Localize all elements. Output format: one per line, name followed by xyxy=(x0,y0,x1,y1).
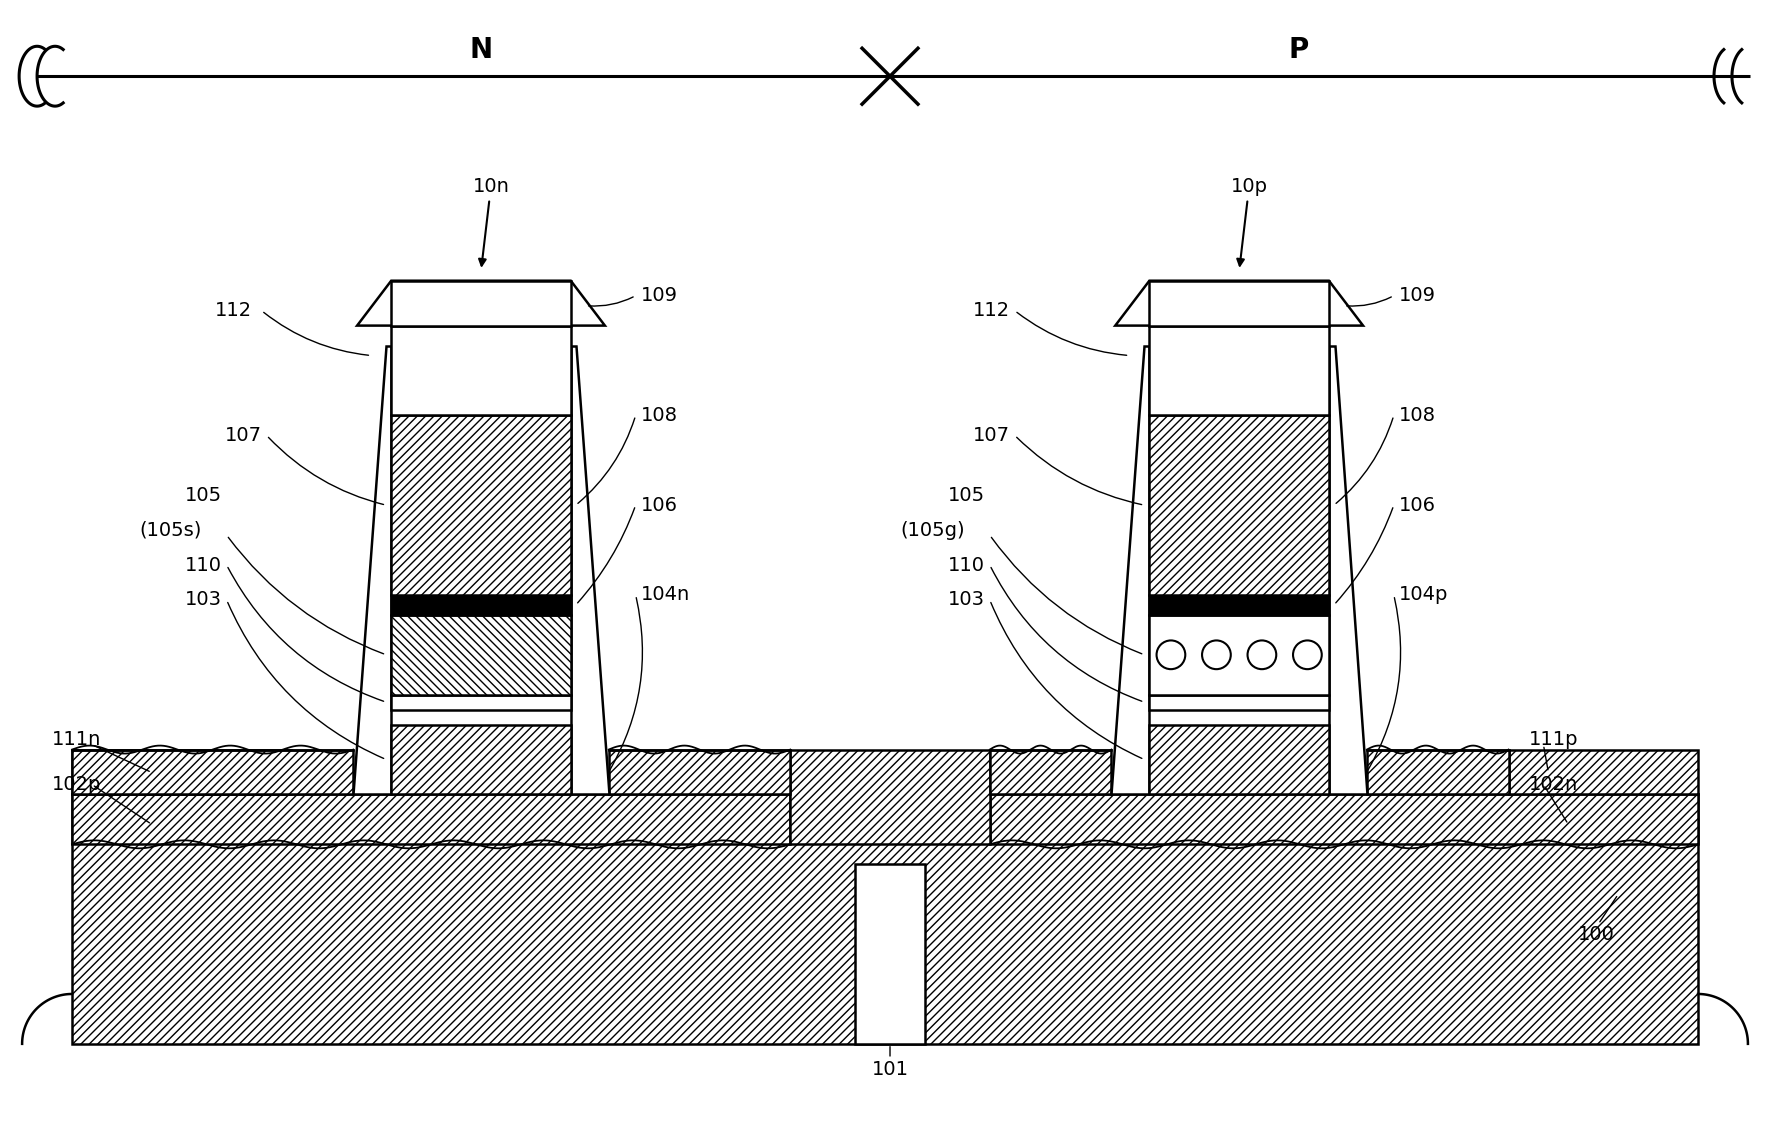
Text: 102n: 102n xyxy=(1528,775,1578,793)
Text: (105s): (105s) xyxy=(139,521,202,539)
Text: P: P xyxy=(1288,37,1310,64)
Bar xyxy=(391,325,570,416)
Bar xyxy=(1149,695,1330,710)
Bar xyxy=(71,795,790,844)
Bar xyxy=(1149,725,1330,795)
Bar xyxy=(391,281,570,325)
Polygon shape xyxy=(1115,281,1363,325)
Bar xyxy=(391,695,570,710)
Bar xyxy=(1508,750,1698,795)
Bar xyxy=(1149,595,1330,615)
Bar xyxy=(1149,615,1330,695)
Bar xyxy=(790,750,990,844)
Text: 108: 108 xyxy=(1399,405,1435,425)
Polygon shape xyxy=(1112,346,1149,795)
Text: 103: 103 xyxy=(947,591,985,609)
Bar xyxy=(990,750,1112,795)
Bar xyxy=(990,795,1698,844)
Text: 105: 105 xyxy=(184,485,222,505)
Bar xyxy=(1149,416,1330,595)
Text: (105g): (105g) xyxy=(901,521,965,539)
Bar xyxy=(609,750,790,795)
Text: 104p: 104p xyxy=(1399,585,1447,605)
Bar xyxy=(391,615,570,695)
Bar xyxy=(856,864,926,1044)
Bar xyxy=(1149,281,1330,325)
Bar xyxy=(71,750,291,795)
Bar xyxy=(1367,750,1508,795)
Bar xyxy=(71,795,1698,1044)
Text: 112: 112 xyxy=(972,301,1010,321)
Text: 106: 106 xyxy=(640,496,677,514)
Polygon shape xyxy=(570,346,609,795)
Bar xyxy=(391,595,570,615)
Text: 109: 109 xyxy=(640,286,677,306)
Text: 106: 106 xyxy=(1399,496,1435,514)
Text: 109: 109 xyxy=(1399,286,1435,306)
Polygon shape xyxy=(1330,346,1367,795)
Polygon shape xyxy=(354,346,391,795)
Text: 110: 110 xyxy=(184,555,222,575)
Text: 103: 103 xyxy=(184,591,222,609)
Bar xyxy=(1149,325,1330,416)
Bar xyxy=(391,725,570,795)
Text: 10p: 10p xyxy=(1231,177,1267,266)
Text: 110: 110 xyxy=(947,555,985,575)
Text: 107: 107 xyxy=(225,426,261,445)
Text: 105: 105 xyxy=(947,485,985,505)
Text: 111p: 111p xyxy=(1528,731,1578,749)
Text: 102p: 102p xyxy=(52,775,102,793)
Text: 108: 108 xyxy=(640,405,677,425)
Polygon shape xyxy=(357,281,606,325)
Text: 107: 107 xyxy=(972,426,1010,445)
Text: 101: 101 xyxy=(872,1060,908,1079)
Bar xyxy=(71,750,354,795)
Text: 104n: 104n xyxy=(640,585,690,605)
Bar xyxy=(391,416,570,595)
Text: 112: 112 xyxy=(214,301,252,321)
Text: N: N xyxy=(470,37,493,64)
Text: 10n: 10n xyxy=(472,177,509,266)
Text: 111n: 111n xyxy=(52,731,102,749)
Text: 100: 100 xyxy=(1578,925,1615,943)
